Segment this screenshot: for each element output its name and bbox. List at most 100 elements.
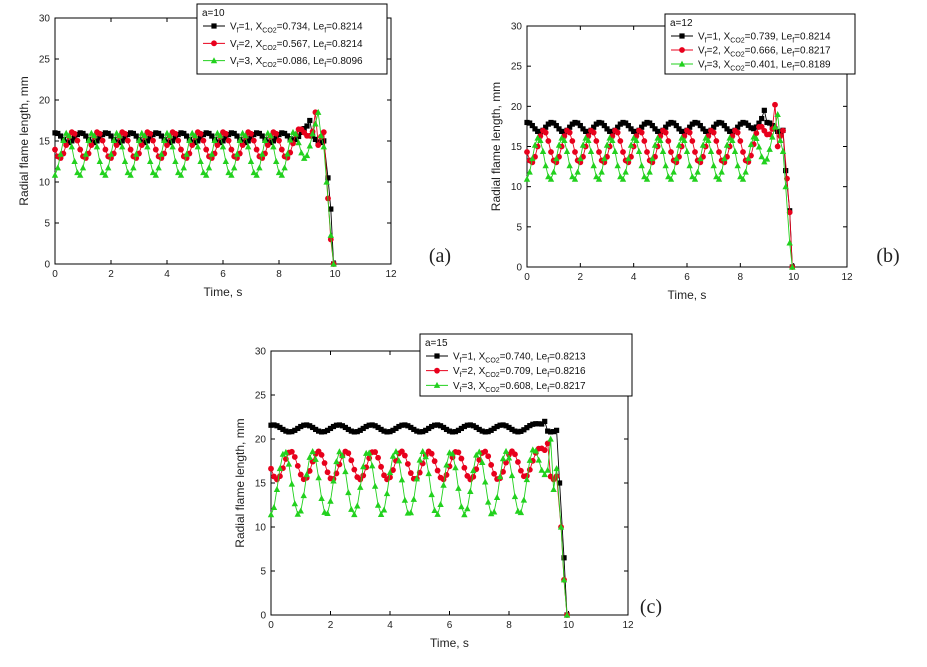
series-point-1 <box>102 130 108 136</box>
series-point-2 <box>482 448 489 455</box>
series-point-3 <box>295 139 302 146</box>
series-point-3 <box>294 510 301 517</box>
series-point-1 <box>158 133 164 139</box>
series-point-3 <box>124 169 131 176</box>
series-point-1 <box>178 130 184 136</box>
series-point-1 <box>217 139 223 146</box>
series-point-1 <box>298 423 304 430</box>
series-point-3 <box>377 511 385 518</box>
series-point-1 <box>524 119 530 126</box>
legend-box <box>419 333 633 397</box>
series-point-1 <box>639 124 645 130</box>
series-point-1 <box>339 423 345 429</box>
y-tick-label: 15 <box>511 142 523 153</box>
legend-marker-3 <box>210 57 218 64</box>
series-point-2 <box>692 149 698 155</box>
series-point-3 <box>434 510 441 517</box>
series-point-3 <box>166 132 173 139</box>
series-point-2 <box>390 467 396 473</box>
y-tick-label: 0 <box>260 611 266 622</box>
series-point-3 <box>345 489 352 496</box>
series-point-1 <box>548 429 554 435</box>
series-point-3 <box>327 497 334 504</box>
legend-header: a=12 <box>670 18 693 29</box>
series-point-1 <box>532 126 538 132</box>
series-point-2 <box>431 458 438 465</box>
series-point-2 <box>239 142 246 149</box>
series-point-1 <box>535 128 541 134</box>
series-point-1 <box>328 206 334 212</box>
series-point-2 <box>518 467 524 474</box>
series-point-3 <box>231 164 238 171</box>
series-point-3 <box>357 483 364 490</box>
series-point-3 <box>175 169 182 176</box>
legend-header: a=15 <box>425 338 448 349</box>
series-point-1 <box>542 418 548 424</box>
series-point-1 <box>327 425 334 432</box>
series-point-3 <box>633 137 640 144</box>
series-point-3 <box>786 239 793 246</box>
series-point-1 <box>727 128 733 134</box>
series-point-1 <box>333 422 340 428</box>
series-point-3 <box>482 478 489 485</box>
series-point-3 <box>601 155 608 162</box>
series-point-1 <box>500 422 506 428</box>
series-point-3 <box>383 490 391 497</box>
series-point-1 <box>689 121 695 127</box>
series-point-2 <box>740 149 746 155</box>
series-point-3 <box>747 141 755 148</box>
series-point-3 <box>657 137 664 144</box>
series-point-1 <box>231 130 237 137</box>
series-point-3 <box>169 143 176 150</box>
x-tick-label: 4 <box>164 269 170 280</box>
series-line-1 <box>270 420 568 616</box>
series-point-2 <box>324 469 331 476</box>
series-point-2 <box>641 138 648 144</box>
series-point-3 <box>306 142 313 149</box>
series-point-1 <box>527 120 533 126</box>
series-point-3 <box>130 164 137 171</box>
series-point-2 <box>772 101 778 108</box>
series-point-1 <box>234 133 240 139</box>
x-tick-label: 8 <box>738 272 744 283</box>
series-point-2 <box>315 142 322 149</box>
series-point-3 <box>147 158 154 165</box>
series-point-3 <box>646 168 653 175</box>
series-point-1 <box>414 428 420 434</box>
series-point-3 <box>63 129 70 136</box>
series-point-1 <box>745 122 751 128</box>
series-point-1 <box>378 426 384 433</box>
series-point-1 <box>189 139 195 145</box>
series-point-1 <box>663 124 669 130</box>
series-point-2 <box>360 472 367 479</box>
series-point-1 <box>512 428 518 434</box>
series-point-3 <box>398 476 406 483</box>
series-point-2 <box>77 146 84 153</box>
series-point-1 <box>375 424 381 431</box>
series-point-3 <box>110 137 117 144</box>
series-point-1 <box>705 129 711 135</box>
series-point-1 <box>775 128 781 134</box>
series-point-3 <box>99 169 106 176</box>
series-point-1 <box>668 119 674 126</box>
series-point-3 <box>769 133 776 140</box>
series-point-3 <box>317 132 325 139</box>
y-tick-label: 10 <box>39 178 51 189</box>
series-point-3 <box>553 465 560 472</box>
series-point-1 <box>620 119 626 126</box>
series-point-1 <box>527 423 533 429</box>
series-point-3 <box>208 150 215 157</box>
series-point-1 <box>77 130 83 136</box>
series-point-2 <box>710 129 717 136</box>
series-point-3 <box>691 175 699 182</box>
x-tick-label: 2 <box>328 620 334 631</box>
series-point-2 <box>277 473 283 480</box>
x-axis-label: Time, s <box>204 285 243 299</box>
series-point-2 <box>372 449 379 455</box>
series-point-1 <box>286 429 292 435</box>
series-point-1 <box>366 422 372 428</box>
series-point-1 <box>72 135 78 141</box>
series-point-3 <box>222 158 229 165</box>
series-point-1 <box>494 423 500 430</box>
